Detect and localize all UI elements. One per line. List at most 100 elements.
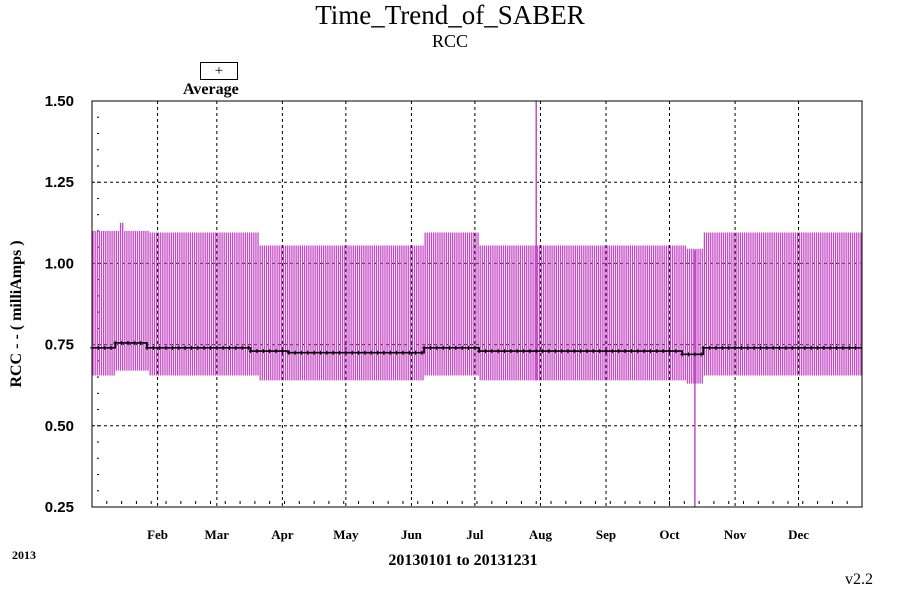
average-point (733, 345, 738, 350)
x-tick-label: Jul (466, 527, 484, 542)
average-point (559, 349, 564, 354)
x-tick-label: Aug (529, 527, 553, 542)
average-point (441, 345, 446, 350)
average-point (274, 349, 279, 354)
x-tick-label: Dec (788, 527, 809, 542)
version-label: v2.2 (845, 571, 873, 588)
x-tick-label: Jun (401, 527, 423, 542)
average-point (692, 352, 697, 357)
y-axis-title: RCC - - ( milliAmps ) (8, 240, 25, 387)
average-point (553, 349, 558, 354)
average-point (286, 350, 291, 355)
average-point (434, 345, 439, 350)
average-point (648, 349, 653, 354)
average-point (720, 345, 725, 350)
average-point (362, 350, 367, 355)
average-point (246, 345, 251, 350)
average-point (680, 352, 685, 357)
average-point (521, 349, 526, 354)
average-point (771, 345, 776, 350)
average-point (460, 345, 465, 350)
average-point (502, 349, 507, 354)
average-point (642, 349, 647, 354)
average-point (726, 345, 731, 350)
average-point (546, 349, 551, 354)
average-point (790, 345, 795, 350)
average-point (221, 345, 226, 350)
average-point (208, 345, 213, 350)
average-point (777, 345, 782, 350)
average-point (145, 345, 149, 350)
average-point (170, 345, 175, 350)
y-tick-label: 0.25 (45, 499, 74, 516)
average-point (356, 350, 361, 355)
average-point (853, 345, 858, 350)
legend-symbol: + (200, 62, 238, 80)
average-point (227, 345, 232, 350)
average-point (400, 350, 405, 355)
average-point (407, 350, 412, 355)
average-point (796, 345, 801, 350)
average-point (472, 345, 477, 350)
chart-title: Time_Trend_of_SABER (315, 0, 585, 30)
x-tick-label: Mar (205, 527, 230, 542)
average-point (635, 349, 640, 354)
x-tick-label: Nov (724, 527, 747, 542)
y-tick-label: 1.50 (45, 93, 74, 110)
average-point (623, 349, 628, 354)
average-point (331, 350, 336, 355)
x-tick-label: Feb (147, 527, 168, 542)
average-point (654, 349, 659, 354)
average-point (299, 350, 304, 355)
x-axis-title: 20130101 to 20131231 (388, 552, 537, 569)
average-point (157, 345, 162, 350)
average-point (132, 340, 137, 345)
average-point (422, 345, 427, 350)
y-tick-label: 0.50 (45, 418, 74, 435)
average-point (138, 340, 143, 345)
range-series (92, 101, 862, 507)
average-point (388, 350, 393, 355)
average-point (176, 345, 181, 350)
average-point (714, 345, 719, 350)
average-point (840, 345, 845, 350)
average-point (447, 345, 452, 350)
average-point (745, 345, 750, 350)
average-point (489, 349, 494, 354)
average-point (183, 345, 188, 350)
average-point (483, 349, 488, 354)
average-point (255, 349, 259, 354)
average-point (318, 350, 323, 355)
average-point (420, 350, 424, 355)
average-point (629, 349, 634, 354)
average-point (591, 349, 596, 354)
average-point (604, 349, 609, 354)
average-point (381, 350, 386, 355)
average-point (233, 345, 238, 350)
x-tick-label: Sep (596, 527, 616, 542)
average-point (610, 349, 615, 354)
average-point (125, 340, 130, 345)
average-point (699, 352, 704, 357)
average-point (280, 349, 285, 354)
average-point (758, 345, 763, 350)
average-point (815, 345, 820, 350)
average-point (151, 345, 156, 350)
average-point (508, 349, 513, 354)
average-point (527, 349, 532, 354)
average-point (667, 349, 672, 354)
average-point (821, 345, 826, 350)
average-point (752, 345, 757, 350)
average-point (828, 345, 833, 350)
average-point (305, 350, 310, 355)
average-point (164, 345, 169, 350)
legend-label: Average (183, 81, 239, 98)
average-point (585, 349, 589, 354)
average-point (847, 345, 852, 350)
average-point (312, 350, 317, 355)
average-point (597, 349, 602, 354)
average-point (413, 350, 418, 355)
average-point (240, 345, 245, 350)
x-tick-label: Apr (271, 527, 294, 542)
